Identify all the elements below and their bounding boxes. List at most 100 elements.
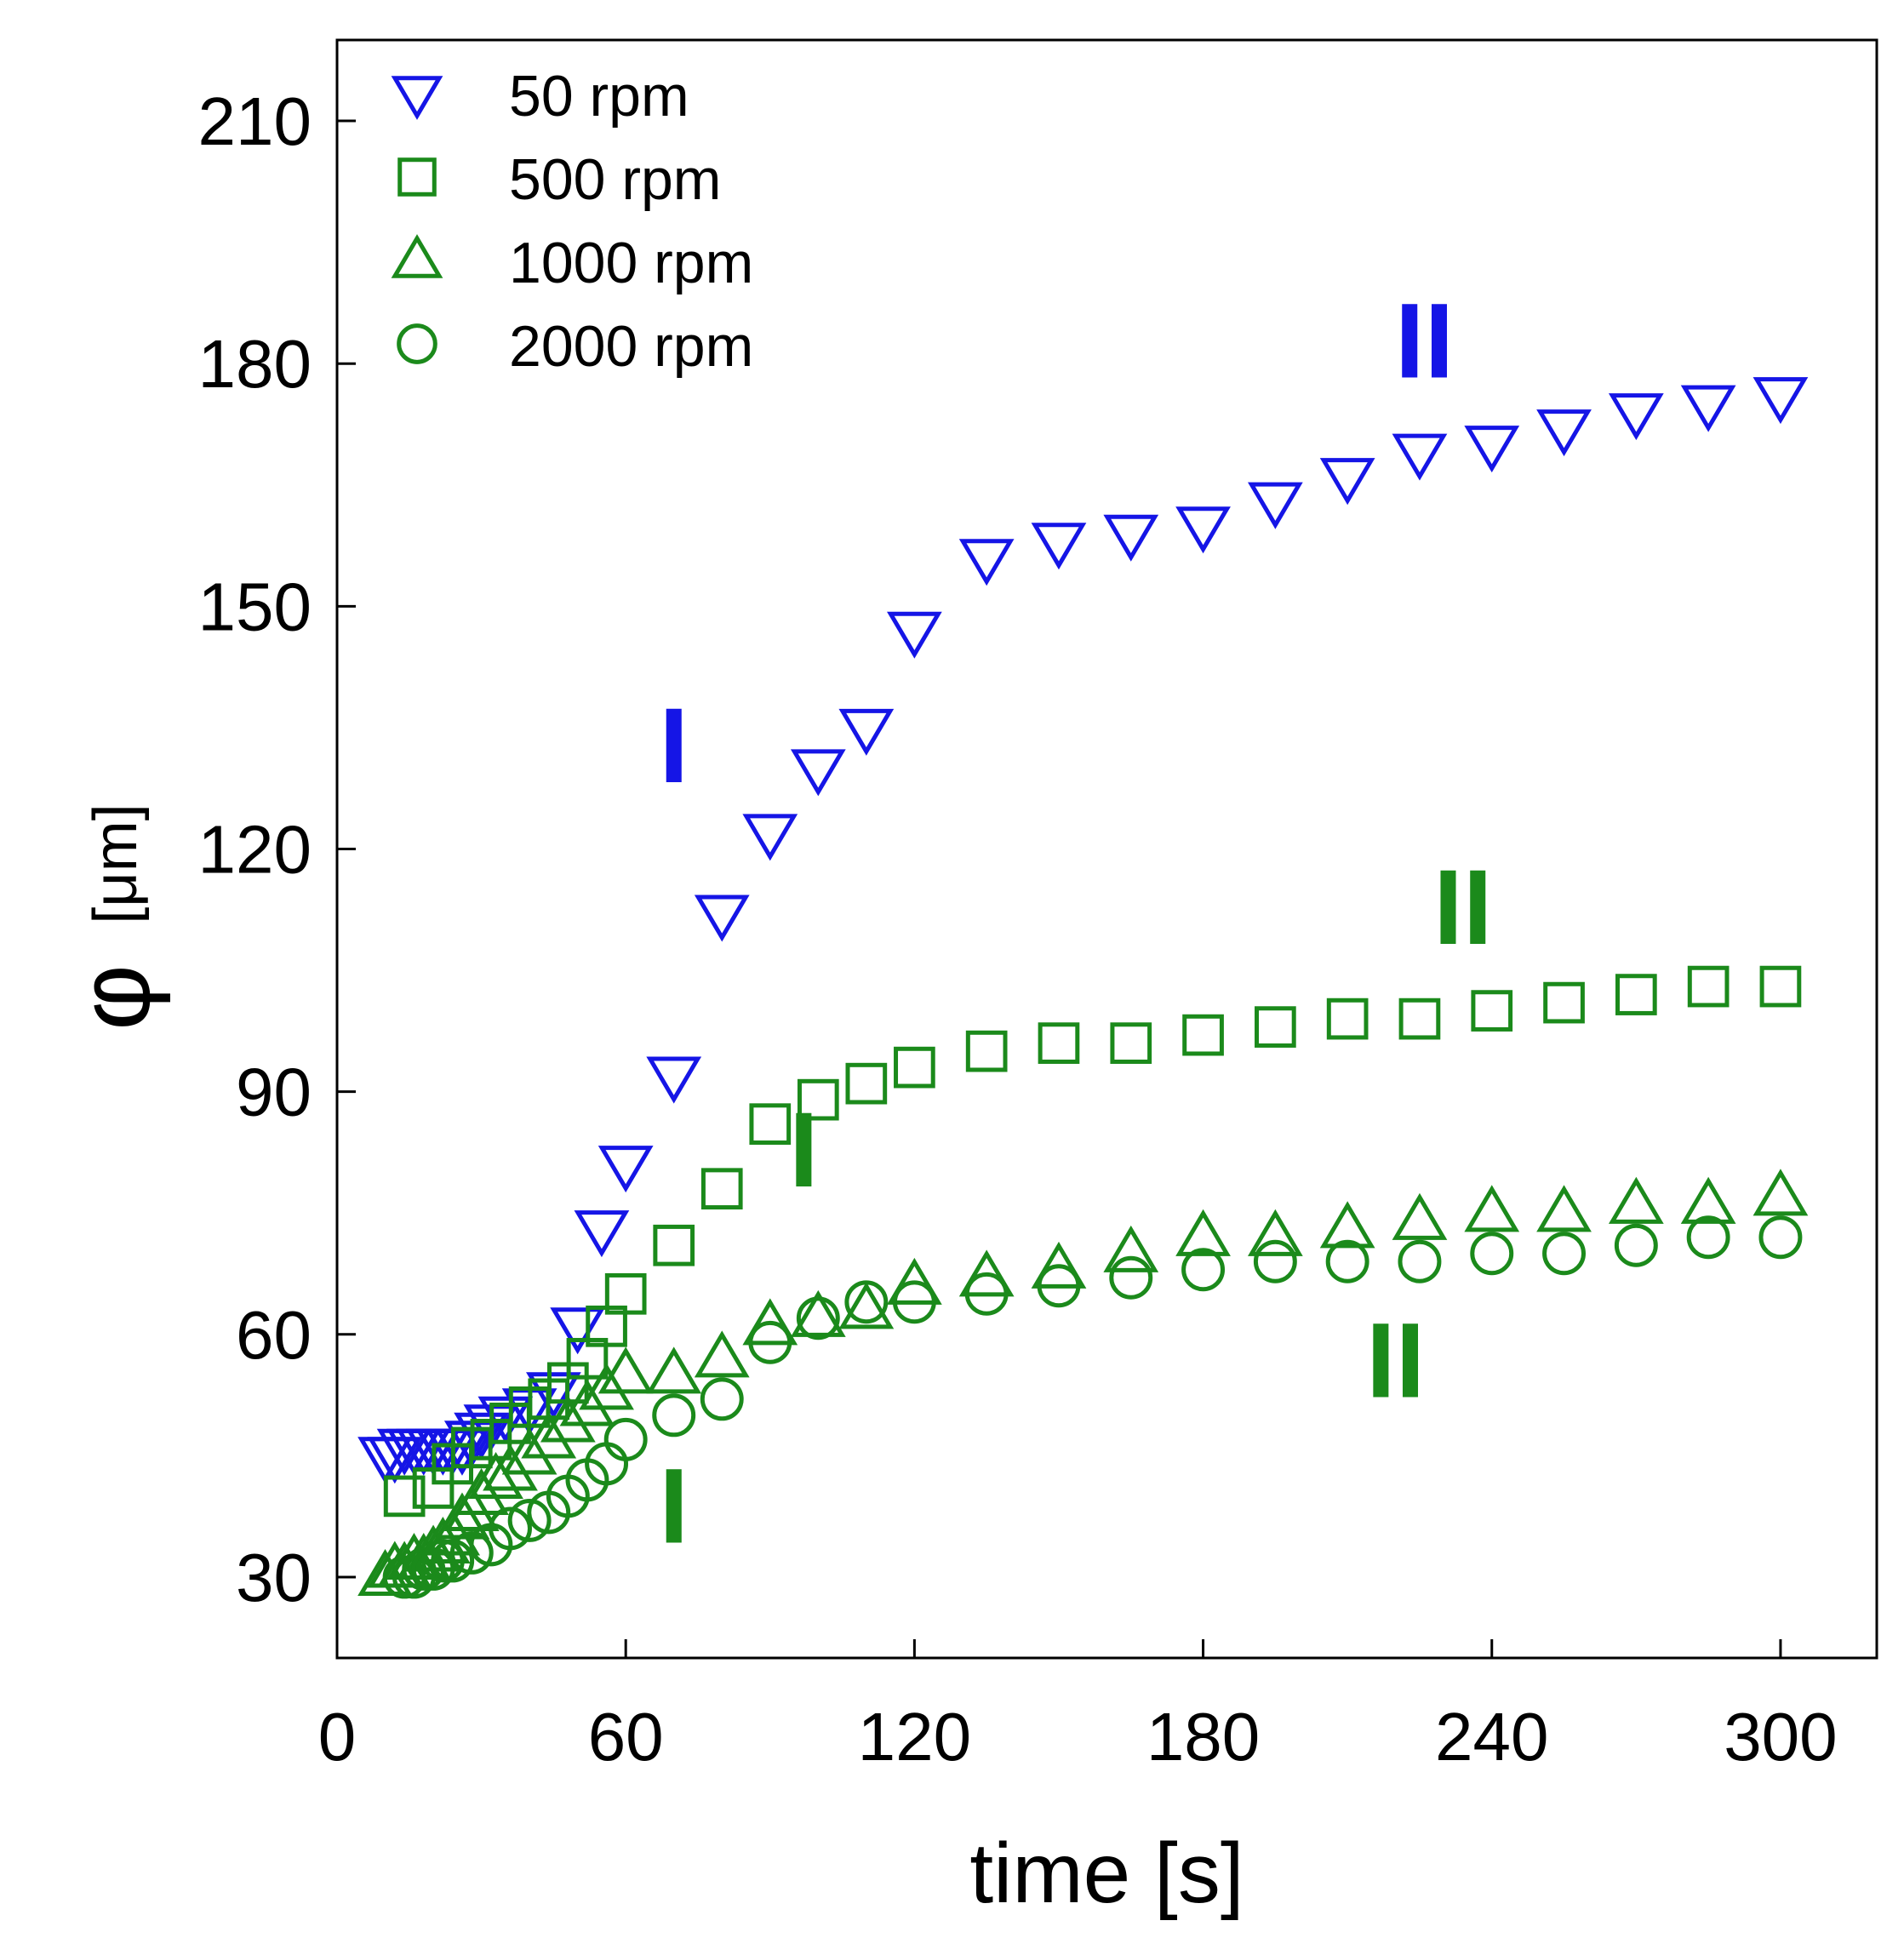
series-1000-rpm <box>357 1169 1809 1597</box>
data-point <box>958 539 1015 586</box>
data-point <box>376 1541 432 1588</box>
legend-item: 500 rpm <box>397 147 721 212</box>
data-point <box>1247 1209 1303 1256</box>
data-point <box>1608 393 1664 441</box>
data-point <box>1542 1232 1587 1276</box>
data-point <box>1182 1014 1224 1056</box>
region-label-i: I <box>789 1091 819 1209</box>
data-point <box>887 1257 942 1305</box>
data-point <box>468 1451 523 1499</box>
data-point <box>844 1280 889 1324</box>
data-point <box>1038 1022 1080 1064</box>
data-point <box>838 1282 895 1329</box>
data-point <box>1103 1225 1159 1272</box>
x-tick-label: 240 <box>1435 1699 1548 1775</box>
data-point <box>742 814 798 861</box>
axes-layer: 0 60 120 180 240 300 30 60 90 120 150 180 210 <box>198 38 1878 1775</box>
x-tick-label: 0 <box>318 1699 357 1775</box>
legend-marker <box>397 323 437 364</box>
data-point <box>574 1210 630 1258</box>
data-point <box>790 749 846 797</box>
legend-marker <box>391 234 443 278</box>
data-point <box>1103 514 1159 562</box>
data-point <box>1247 482 1303 529</box>
data-point <box>1398 1239 1442 1283</box>
data-point <box>1543 981 1585 1024</box>
data-point <box>1686 1215 1730 1260</box>
legend-label: 500 rpm <box>509 147 721 212</box>
data-point <box>749 1103 792 1146</box>
data-point <box>790 1289 846 1337</box>
data-point <box>652 1393 696 1438</box>
data-point <box>1319 1201 1375 1249</box>
data-point <box>1031 523 1087 570</box>
data-point <box>1615 974 1657 1015</box>
legend-label: 50 rpm <box>509 64 689 129</box>
legend-label: 2000 rpm <box>509 314 753 379</box>
data-point <box>796 1296 840 1340</box>
data-point <box>598 1146 654 1193</box>
y-tick-label: 60 <box>236 1297 312 1373</box>
data-point <box>646 1056 702 1104</box>
data-point <box>540 1395 596 1443</box>
data-point <box>892 1280 936 1324</box>
data-point <box>1175 1209 1231 1256</box>
data-point <box>1464 426 1520 473</box>
data-point <box>1319 458 1375 506</box>
data-point <box>598 1346 654 1394</box>
data-point <box>887 611 942 659</box>
data-point <box>653 1224 695 1266</box>
legend-marker <box>391 76 443 120</box>
data-point <box>1752 377 1809 425</box>
y-axis-label-symbol: φ <box>57 964 171 1031</box>
x-tick-label: 60 <box>588 1699 664 1775</box>
data-point <box>1175 506 1231 554</box>
data-point <box>1326 998 1369 1040</box>
region-label-ii: II <box>1433 849 1492 967</box>
data-point <box>1325 1239 1369 1283</box>
data-point <box>1614 1223 1658 1267</box>
data-point <box>1758 1215 1803 1260</box>
data-point <box>449 1530 494 1575</box>
y-tick-label: 180 <box>198 326 312 402</box>
region-label-i: I <box>659 687 689 805</box>
data-point <box>507 1498 552 1542</box>
data-point <box>1037 1264 1081 1308</box>
x-tick-label: 120 <box>858 1699 971 1775</box>
series-50-rpm <box>357 377 1809 1484</box>
data-point <box>1687 965 1730 1008</box>
data-point <box>402 1546 446 1591</box>
legend-item: 2000 rpm <box>397 314 753 379</box>
data-point <box>521 1411 577 1459</box>
data-point <box>420 1539 465 1583</box>
data-point <box>1109 1255 1153 1300</box>
data-point <box>1680 385 1736 432</box>
y-tick-label: 210 <box>198 83 312 159</box>
legend-item: 50 rpm <box>391 64 689 129</box>
data-point <box>694 1330 750 1378</box>
data-point <box>1181 1248 1226 1292</box>
data-point <box>604 1272 647 1315</box>
data-point <box>603 1417 648 1461</box>
legend: 50 rpm 500 rpm 1000 rpm 2000 rpm <box>391 64 753 379</box>
data-point <box>1752 1169 1809 1216</box>
data-point <box>845 1062 888 1105</box>
data-point <box>958 1249 1015 1297</box>
data-point <box>1471 990 1513 1032</box>
data-point <box>838 708 895 756</box>
data-point <box>964 1272 1009 1316</box>
y-axis-label: φ [μm] <box>57 803 171 1031</box>
data-point <box>501 1427 557 1475</box>
x-tick-label: 180 <box>1146 1699 1260 1775</box>
y-tick-label: 90 <box>236 1055 312 1130</box>
data-point <box>383 1475 426 1518</box>
data-point <box>1464 1185 1520 1232</box>
data-point <box>646 1346 702 1394</box>
region-label-i: I <box>659 1447 689 1565</box>
data-point <box>965 1030 1008 1072</box>
legend-label: 1000 rpm <box>509 231 753 295</box>
data-point <box>742 1298 798 1346</box>
data-point <box>700 1168 743 1210</box>
